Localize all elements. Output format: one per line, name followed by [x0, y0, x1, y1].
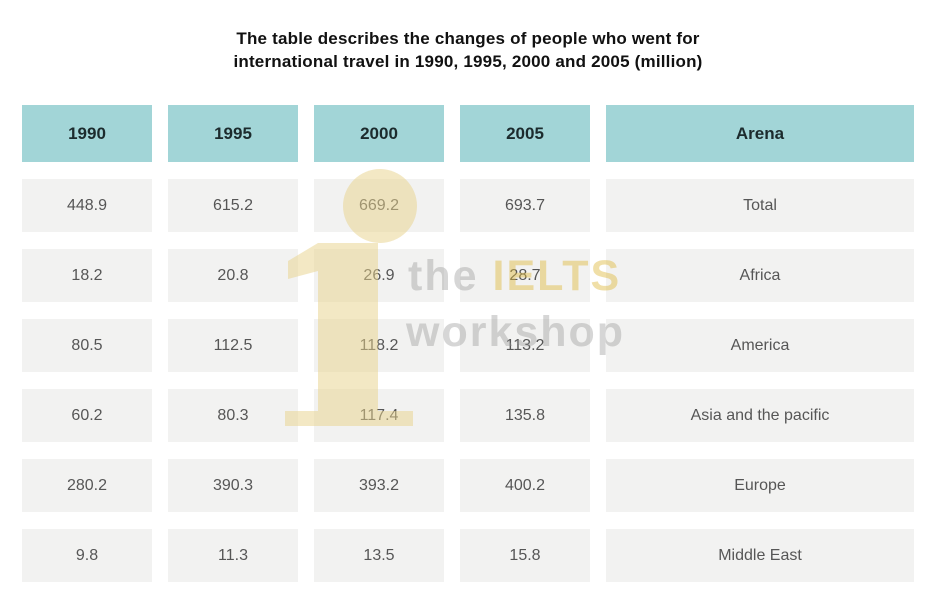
value-cell: 9.8	[22, 529, 152, 582]
column-header-2005: 2005	[460, 105, 590, 162]
value-cell: 80.5	[22, 319, 152, 372]
value-cell: 118.2	[314, 319, 444, 372]
column-header-1990: 1990	[22, 105, 152, 162]
value-cell: 11.3	[168, 529, 298, 582]
value-cell: 113.2	[460, 319, 590, 372]
value-cell: 26.9	[314, 249, 444, 302]
value-cell: 400.2	[460, 459, 590, 512]
region-cell: Africa	[606, 249, 914, 302]
value-cell: 615.2	[168, 179, 298, 232]
region-cell: America	[606, 319, 914, 372]
column-header-1995: 1995	[168, 105, 298, 162]
value-cell: 15.8	[460, 529, 590, 582]
value-cell: 393.2	[314, 459, 444, 512]
region-cell: Middle East	[606, 529, 914, 582]
column-header-2000: 2000	[314, 105, 444, 162]
value-cell: 20.8	[168, 249, 298, 302]
region-cell: Total	[606, 179, 914, 232]
value-cell: 28.7	[460, 249, 590, 302]
value-cell: 135.8	[460, 389, 590, 442]
value-cell: 669.2	[314, 179, 444, 232]
value-cell: 280.2	[22, 459, 152, 512]
column-header-arena: Arena	[606, 105, 914, 162]
region-cell: Asia and the pacific	[606, 389, 914, 442]
value-cell: 13.5	[314, 529, 444, 582]
travel-table: 1990 1995 2000 2005 Arena 448.9 615.2 669.2 693.…	[22, 105, 914, 582]
value-cell: 448.9	[22, 179, 152, 232]
value-cell: 390.3	[168, 459, 298, 512]
value-cell: 112.5	[168, 319, 298, 372]
title-line-2: international travel in 1990, 1995, 2000…	[233, 52, 703, 71]
value-cell: 80.3	[168, 389, 298, 442]
value-cell: 693.7	[460, 179, 590, 232]
value-cell: 60.2	[22, 389, 152, 442]
value-cell: 117.4	[314, 389, 444, 442]
value-cell: 18.2	[22, 249, 152, 302]
title-line-1: The table describes the changes of peopl…	[236, 29, 700, 48]
region-cell: Europe	[606, 459, 914, 512]
table-title: The table describes the changes of peopl…	[0, 27, 936, 73]
